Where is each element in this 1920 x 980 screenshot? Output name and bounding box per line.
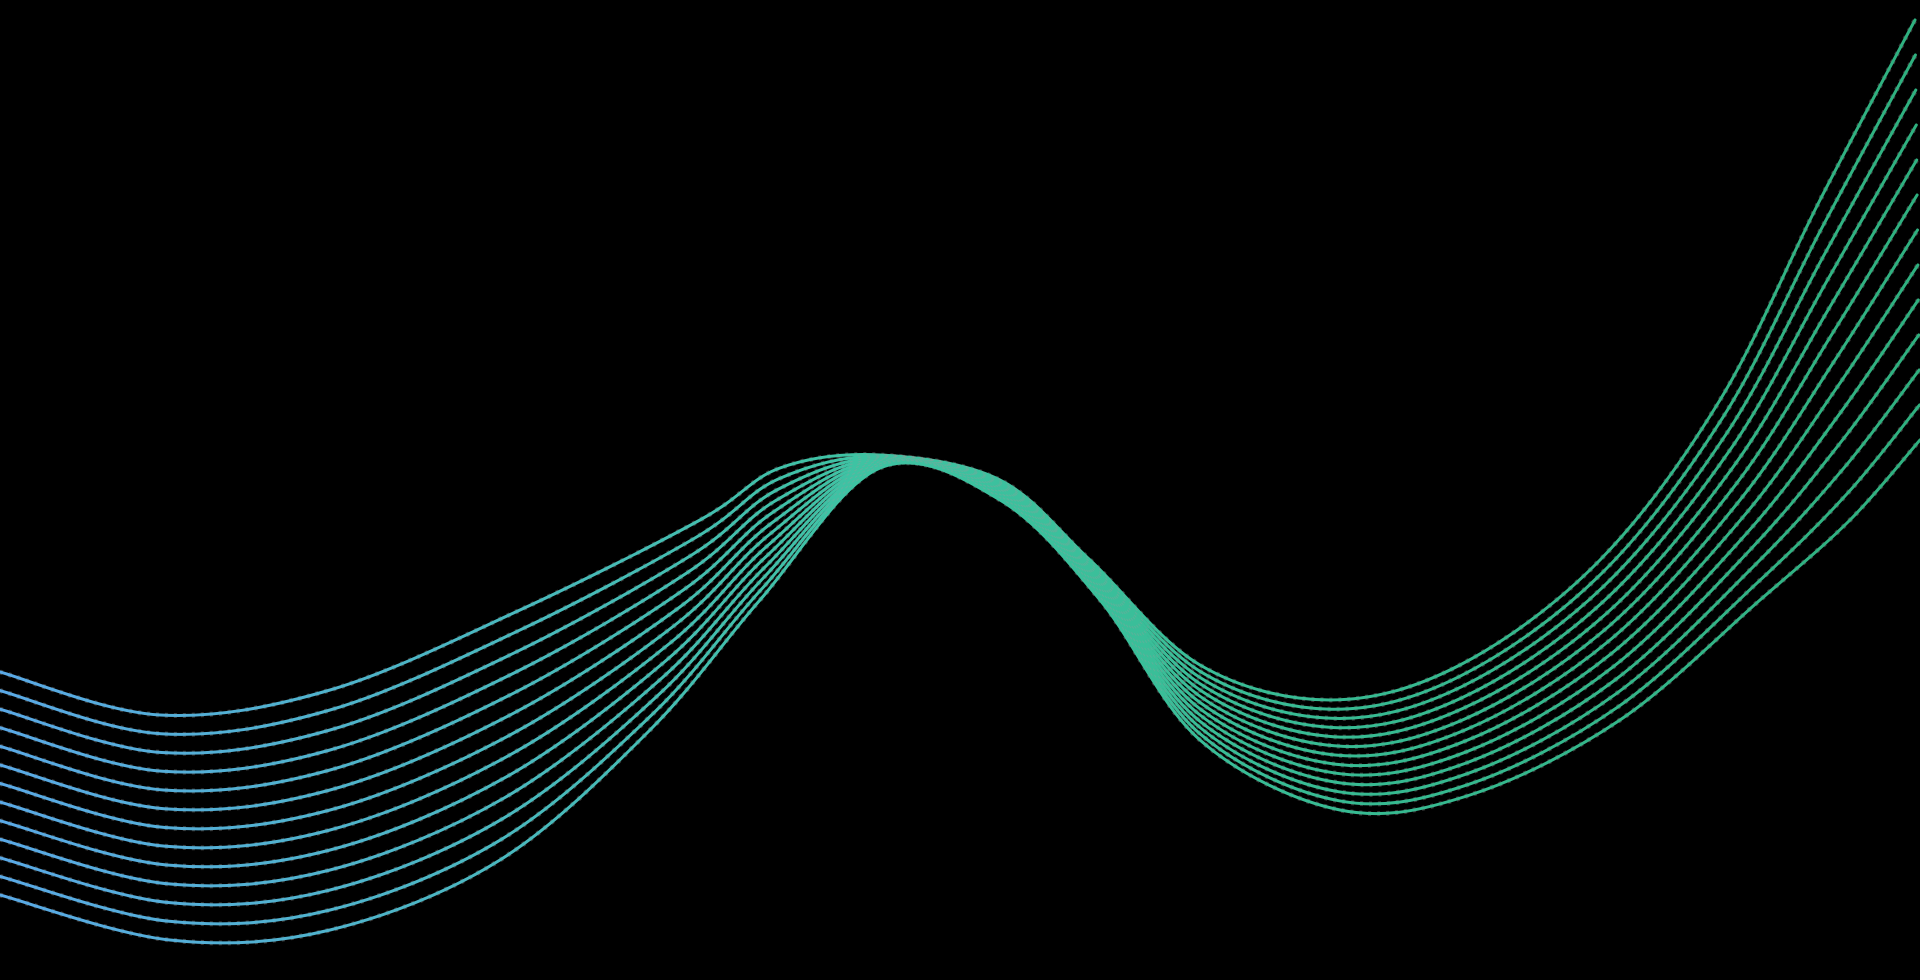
wave-mesh-line bbox=[0, 123, 1919, 775]
wave-mesh-line bbox=[0, 53, 1918, 737]
wave-mesh-line bbox=[0, 18, 1918, 718]
wave-mesh-line bbox=[0, 333, 1920, 889]
wave-line bbox=[0, 123, 1918, 774]
wave-group bbox=[0, 18, 1920, 946]
wave-line bbox=[0, 333, 1920, 888]
wave-mesh-line bbox=[0, 438, 1920, 946]
wave-line bbox=[0, 53, 1917, 736]
wave-mesh-line bbox=[0, 403, 1920, 927]
wave-line bbox=[0, 298, 1920, 869]
wave-line bbox=[0, 438, 1920, 945]
wave-mesh-line bbox=[0, 193, 1920, 813]
wave-line bbox=[0, 403, 1920, 926]
wave-mesh-line bbox=[0, 298, 1920, 870]
wave-line bbox=[0, 193, 1919, 812]
wave-line bbox=[0, 18, 1917, 717]
